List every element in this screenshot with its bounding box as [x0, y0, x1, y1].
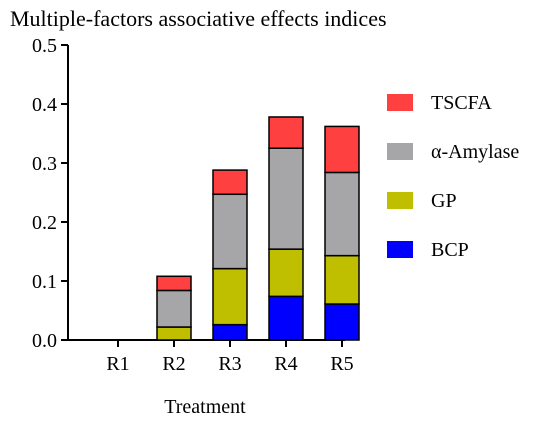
chart-title: Multiple-factors associative effects ind…	[10, 6, 387, 31]
x-tick-label: R3	[218, 353, 241, 375]
bar-segment	[268, 147, 304, 250]
bar-segment	[324, 303, 360, 341]
y-tick-label: 0.5	[32, 35, 57, 57]
bar-segment	[156, 326, 192, 341]
bar-segment	[156, 289, 192, 328]
bar-segment	[268, 248, 304, 298]
bar-segment	[324, 171, 360, 257]
bar-segment	[212, 323, 248, 341]
y-tick-label: 0.3	[32, 153, 57, 175]
bar-segment	[324, 125, 360, 174]
y-tick-label: 0.1	[32, 271, 57, 293]
x-tick-label: R4	[274, 353, 297, 375]
bar-segment	[324, 254, 360, 305]
legend-swatch	[387, 192, 413, 209]
bar-segment	[212, 193, 248, 270]
bar-segment	[156, 275, 192, 292]
x-tick-label: R2	[162, 353, 185, 375]
legend-label: BCP	[431, 239, 469, 261]
bar-segment	[268, 116, 304, 150]
legend-swatch	[387, 241, 413, 258]
bar-segment	[212, 169, 248, 196]
legend-swatch	[387, 143, 413, 160]
x-axis-label: Treatment	[164, 396, 246, 418]
legend-label: GP	[431, 190, 457, 212]
plot-area: 0.0 0.1 0.2 0.3 0.4 0.5 R1 R2 R3 R4 R5	[32, 35, 360, 375]
y-tick-label: 0.0	[32, 330, 57, 352]
legend-label: α-Amylase	[431, 141, 519, 163]
bar-segment	[212, 267, 248, 326]
bar-segment	[268, 295, 304, 341]
y-tick-label: 0.4	[32, 94, 57, 116]
x-tick-label: R1	[106, 353, 129, 375]
legend-swatch	[387, 94, 413, 111]
legend-label: TSCFA	[431, 92, 492, 114]
legend: TSCFA α-Amylase GP BCP	[387, 92, 519, 261]
x-tick-label: R5	[330, 353, 353, 375]
y-tick-label: 0.2	[32, 212, 57, 234]
